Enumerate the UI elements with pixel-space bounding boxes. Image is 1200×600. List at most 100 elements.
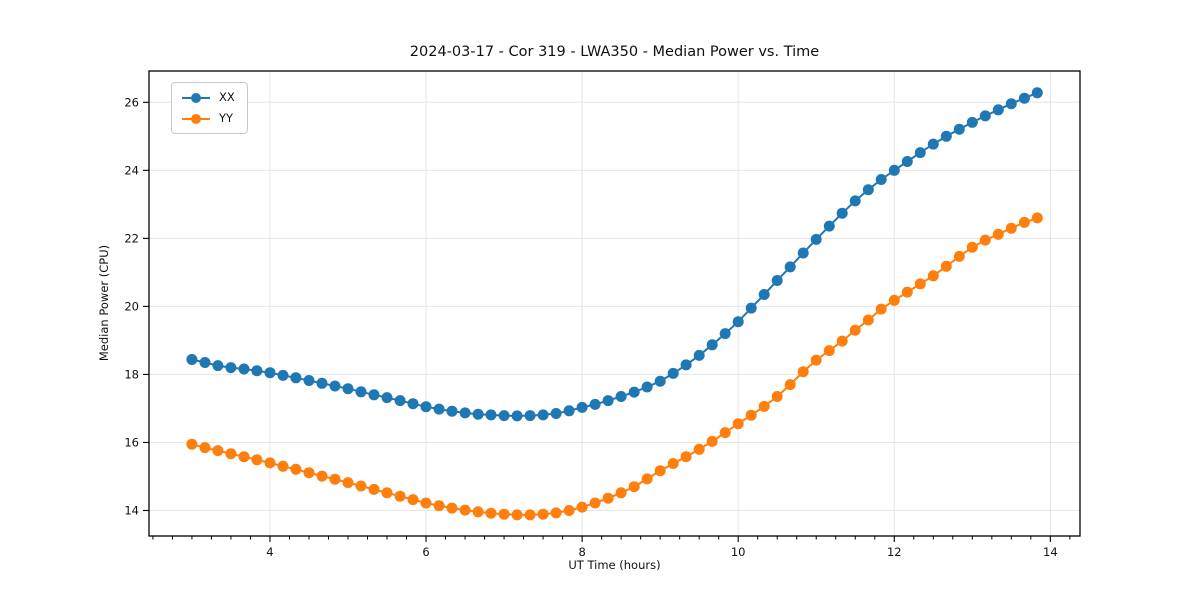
series-marker-XX	[225, 362, 237, 374]
series-marker-YY	[186, 438, 198, 450]
series-marker-XX	[511, 410, 523, 422]
series-marker-YY	[992, 228, 1004, 240]
series-marker-YY	[563, 505, 575, 516]
series-marker-XX	[758, 289, 770, 300]
series-marker-XX	[849, 195, 861, 207]
series-marker-YY	[407, 494, 419, 506]
series-marker-XX	[1018, 92, 1030, 104]
series-marker-YY	[342, 477, 354, 489]
series-marker-YY	[680, 451, 692, 463]
legend-label-yy: YY	[219, 110, 234, 125]
y-tick-label: 22	[124, 231, 139, 245]
series-marker-YY	[524, 509, 536, 521]
series-marker-XX	[316, 377, 328, 389]
series-marker-YY	[706, 435, 718, 447]
series-marker-XX	[394, 395, 406, 407]
series-marker-YY	[420, 497, 432, 509]
series-marker-YY	[511, 509, 523, 521]
series-marker-XX	[251, 365, 263, 377]
series-marker-YY	[836, 335, 848, 347]
series-marker-XX	[355, 386, 367, 398]
series-marker-YY	[771, 391, 783, 402]
series-marker-XX	[693, 349, 705, 361]
y-tick-label: 14	[124, 503, 139, 517]
legend-swatch-xx-icon	[182, 92, 210, 103]
series-marker-YY	[316, 470, 328, 482]
series-marker-XX	[628, 386, 640, 398]
series-marker-XX	[888, 164, 900, 176]
series-marker-XX	[797, 247, 809, 259]
series-marker-YY	[238, 451, 250, 463]
x-tick-label: 14	[1043, 545, 1058, 559]
series-marker-YY	[927, 270, 939, 282]
series-marker-YY	[498, 508, 510, 520]
series-marker-YY	[654, 465, 666, 477]
series-marker-XX	[186, 354, 198, 365]
series-marker-YY	[641, 473, 653, 485]
series-marker-XX	[576, 401, 588, 413]
series-marker-YY	[355, 480, 367, 492]
series-marker-XX	[654, 375, 666, 387]
series-marker-YY	[966, 241, 978, 253]
legend-item-xx: XX	[181, 89, 235, 106]
series-marker-YY	[537, 508, 549, 520]
series-marker-XX	[745, 302, 757, 314]
series-marker-XX	[407, 398, 419, 410]
series-marker-XX	[472, 408, 484, 420]
series-marker-YY	[277, 460, 289, 472]
series-marker-XX	[1031, 87, 1043, 99]
series-marker-YY	[732, 418, 744, 430]
series-marker-XX	[771, 275, 783, 286]
series-marker-XX	[901, 156, 913, 167]
series-marker-XX	[433, 403, 445, 415]
series-marker-XX	[641, 381, 653, 393]
series-marker-YY	[550, 507, 562, 519]
series-marker-YY	[615, 487, 627, 499]
series-marker-XX	[862, 184, 874, 196]
x-tick-label: 4	[266, 545, 273, 559]
series-marker-XX	[290, 372, 302, 384]
series-line-YY	[191, 216, 1038, 516]
series-marker-YY	[303, 467, 315, 479]
series-marker-YY	[251, 454, 263, 466]
series-marker-YY	[628, 481, 640, 493]
series-marker-YY	[381, 487, 393, 499]
series-marker-XX	[966, 116, 978, 128]
series-marker-XX	[823, 220, 835, 232]
series-marker-YY	[394, 490, 406, 502]
y-tick-label: 26	[124, 95, 139, 109]
series-marker-YY	[589, 497, 601, 509]
series-marker-YY	[264, 457, 276, 469]
series-marker-XX	[979, 110, 991, 122]
legend-swatch-yy-icon	[182, 113, 210, 124]
series-marker-XX	[212, 360, 224, 372]
series-marker-XX	[498, 410, 510, 422]
series-marker-XX	[706, 339, 718, 351]
series-marker-YY	[199, 442, 211, 454]
series-marker-YY	[849, 324, 861, 336]
x-tick-label: 8	[578, 545, 585, 559]
chart-title: 2024-03-17 - Cor 319 - LWA350 - Median P…	[409, 44, 820, 60]
series-marker-XX	[537, 409, 549, 421]
series-marker-YY	[368, 483, 380, 495]
series-marker-YY	[823, 345, 835, 357]
series-marker-YY	[433, 500, 445, 512]
y-tick-label: 16	[124, 435, 139, 449]
series-marker-XX	[342, 383, 354, 395]
series-marker-YY	[667, 458, 679, 469]
legend: XX YY	[171, 82, 248, 134]
series-marker-YY	[888, 294, 900, 306]
series-line-XX	[191, 91, 1038, 417]
series-marker-XX	[875, 174, 887, 185]
series-marker-XX	[524, 410, 536, 422]
series-marker-XX	[238, 363, 250, 375]
series-marker-XX	[810, 233, 822, 245]
series-marker-YY	[745, 409, 757, 421]
series-marker-XX	[732, 316, 744, 328]
series-marker-XX	[1005, 98, 1017, 110]
series-marker-YY	[953, 250, 965, 262]
series-marker-XX	[420, 401, 432, 413]
series-marker-YY	[446, 502, 458, 514]
x-tick-label: 6	[422, 545, 429, 559]
series-marker-XX	[953, 123, 965, 135]
